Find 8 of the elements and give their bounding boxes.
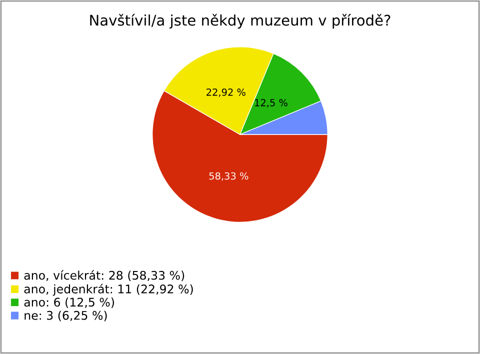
chart-title: Navštívil/a jste někdy muzeum v přírodě?: [90, 14, 390, 29]
legend-label: ne: 3 (6,25 %): [24, 310, 107, 322]
legend-label: ano, jedenkrát: 11 (22,92 %): [24, 284, 193, 296]
legend-label: ano, vícekrát: 28 (58,33 %): [24, 270, 184, 282]
legend-label: ano: 6 (12,5 %): [24, 298, 114, 308]
data-label: 58,33 %: [209, 172, 248, 181]
data-label: 22,92 %: [206, 88, 246, 97]
data-label: 12,5 %: [255, 98, 288, 108]
